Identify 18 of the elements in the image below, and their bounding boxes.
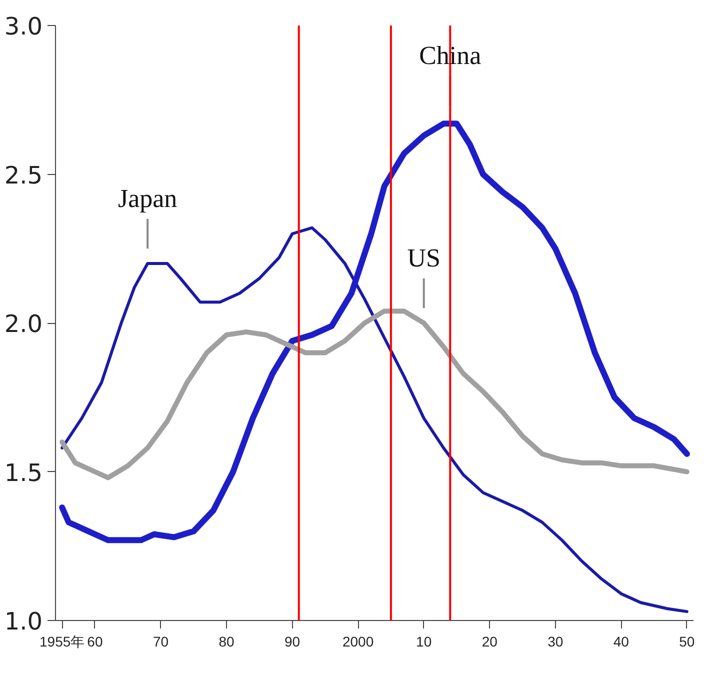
y-tick-label: 2.0 [4, 310, 43, 338]
x-tick-label: 2000 [342, 634, 374, 650]
y-tick-label: 3.0 [4, 12, 43, 40]
x-tick-label: 20 [482, 634, 498, 650]
x-tick-label: 90 [284, 634, 300, 650]
y-tick-label: 2.5 [4, 161, 43, 190]
x-tick-label: 30 [548, 634, 564, 650]
x-tick-label: 1955年 [40, 634, 85, 650]
x-tick-label: 80 [218, 634, 235, 650]
x-tick-label: 10 [416, 634, 432, 650]
x-tick-label: 60 [87, 634, 103, 650]
y-tick-label: 1.0 [4, 608, 43, 636]
annotation: US [407, 243, 440, 272]
x-tick-label: 70 [152, 634, 169, 650]
x-tick-label: 50 [679, 634, 695, 650]
x-tick-label: 40 [613, 634, 630, 650]
y-tick-label: 1.5 [4, 458, 43, 487]
annotation: Japan [118, 184, 178, 213]
